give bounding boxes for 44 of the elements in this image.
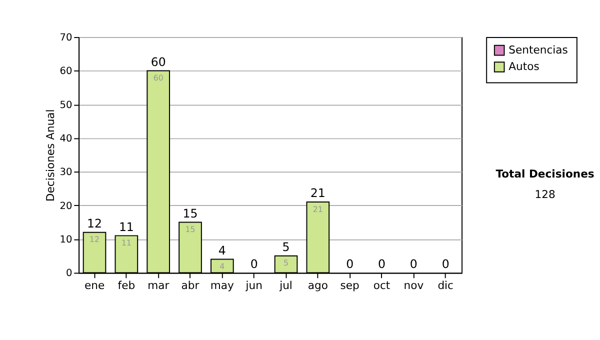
total-label: 15: [182, 206, 198, 220]
data-label: 12: [90, 235, 100, 244]
text: 128: [534, 188, 556, 202]
x-tick-label: may: [210, 278, 235, 292]
legend-label: Sentencias: [508, 43, 568, 56]
x-tick-label: ago: [308, 278, 328, 292]
x-tick-label: ene: [84, 278, 105, 292]
y-tick-label: 10: [60, 234, 72, 246]
y-tick-label: 70: [60, 32, 72, 44]
text: Total Decisiones: [496, 167, 594, 180]
x-tick-label: mar: [148, 278, 170, 292]
total-label: 0: [410, 256, 418, 271]
total-label: 12: [87, 216, 102, 230]
data-label: 21: [312, 204, 323, 214]
y-tick-label: 50: [60, 100, 72, 111]
total-label: 0: [250, 256, 258, 271]
total-label: 0: [442, 256, 450, 271]
data-label: 4: [220, 262, 225, 272]
y-tick-label: 0: [66, 268, 72, 280]
total-label: 0: [378, 256, 386, 271]
x-tick-label: jun: [244, 278, 262, 292]
x-tick-label: sep: [340, 278, 360, 292]
y-tick-label: 20: [60, 200, 72, 212]
data-label: 5: [284, 258, 289, 268]
legend-label: Autos: [508, 60, 540, 73]
y-tick-label: 60: [60, 66, 72, 78]
y-tick-label: 30: [60, 167, 72, 178]
x-tick-label: feb: [118, 278, 136, 292]
data-label: 15: [185, 225, 196, 234]
total-label: 4: [218, 243, 226, 258]
total-label: 60: [150, 54, 166, 69]
y-tick-label: 40: [60, 133, 72, 144]
x-tick-label: abr: [181, 278, 200, 292]
x-tick-label: jul: [278, 278, 292, 292]
total-label: 5: [282, 240, 290, 254]
x-tick-label: nov: [404, 278, 424, 292]
y-axis-title: Decisiones Anual: [44, 109, 57, 202]
x-tick-label: dic: [438, 278, 454, 292]
x-tick-label: oct: [373, 278, 390, 292]
total-label: 11: [118, 220, 134, 234]
total-label: 21: [310, 186, 326, 200]
data-label: 60: [153, 74, 164, 83]
data-label: 11: [121, 238, 132, 248]
total-label: 0: [346, 256, 354, 271]
